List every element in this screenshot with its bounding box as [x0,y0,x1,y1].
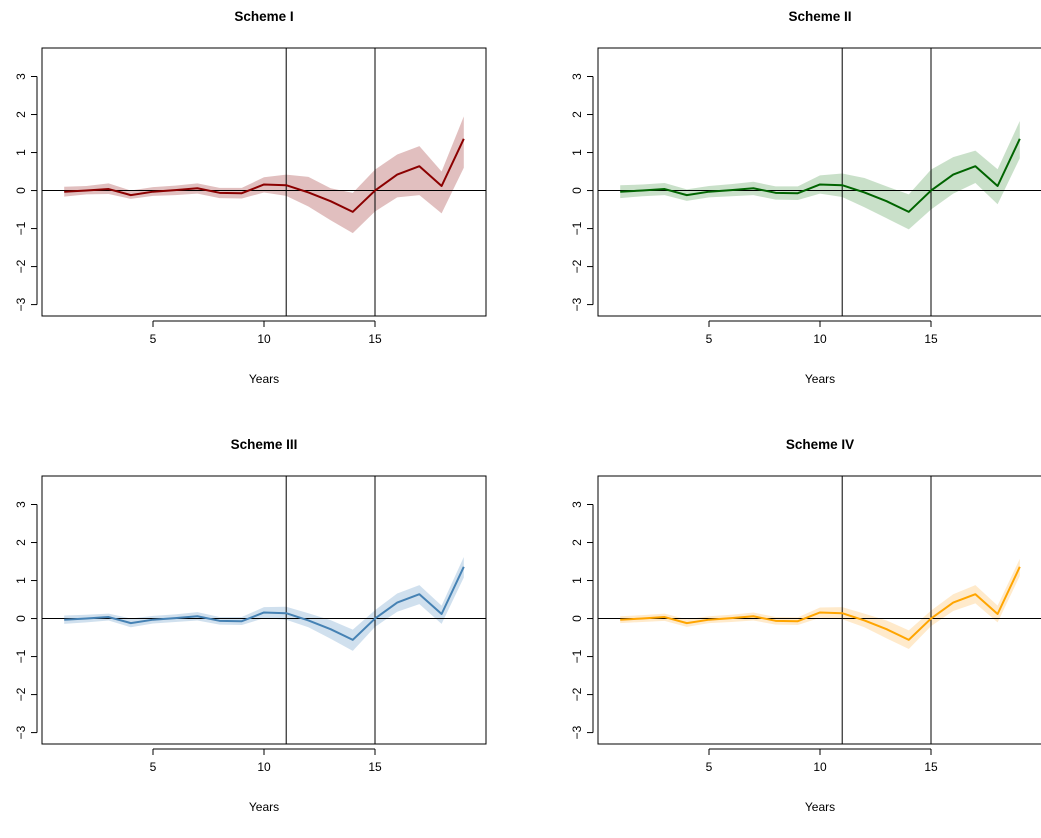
chart-panel-3: Scheme III 5 10 15 −3 −2 −1 0 1 2 3 Years [0,428,520,838]
y-tick-label: −3 [570,725,584,739]
chart-panel-4: Scheme IV 5 10 15 −3 −2 −1 0 1 2 3 Years [556,428,1041,838]
y-tick-label: 3 [570,73,584,80]
y-tick-label: 0 [570,615,584,622]
x-tick-label: 15 [368,332,382,346]
x-tick-label: 15 [924,760,938,774]
y-tick-label: 2 [570,539,584,546]
chart-title: Scheme IV [786,437,854,452]
series-line [620,138,1021,213]
y-tick-label: 3 [14,73,28,80]
x-axis-title: Years [249,372,279,386]
chart-scheme-i: Scheme I 5 10 15 −3 −2 −1 0 1 2 3 Years [14,9,487,386]
chart-title: Scheme II [788,9,851,24]
chart-scheme-ii: Scheme II 5 10 15 −3 −2 −1 0 1 2 3 Years [570,9,1041,386]
y-tick-label: −3 [570,297,584,311]
x-tick-label: 5 [150,332,157,346]
x-tick-label: 10 [257,760,271,774]
chart-scheme-iii: Scheme III 5 10 15 −3 −2 −1 0 1 2 3 Years [14,437,487,814]
x-tick-label: 5 [150,760,157,774]
y-tick-label: −1 [570,221,584,235]
y-tick-label: −3 [14,725,28,739]
chart-panel-1: Scheme I 5 10 15 −3 −2 −1 0 1 2 3 Years [0,0,520,410]
y-tick-label: −1 [14,649,28,663]
x-tick-label: 10 [813,332,827,346]
y-tick-label: 0 [14,187,28,194]
y-tick-label: 1 [14,149,28,156]
x-axis-title: Years [805,800,835,814]
y-tick-label: 2 [14,111,28,118]
y-tick-label: −2 [570,687,584,701]
y-tick-label: −2 [14,259,28,273]
y-tick-label: −2 [14,687,28,701]
y-tick-label: 2 [570,111,584,118]
chart-title: Scheme III [231,437,298,452]
series-line [620,566,1021,641]
y-tick-label: 2 [14,539,28,546]
x-axis-title: Years [249,800,279,814]
x-tick-label: 15 [368,760,382,774]
chart-scheme-iv: Scheme IV 5 10 15 −3 −2 −1 0 1 2 3 Years [570,437,1041,814]
y-tick-label: −1 [14,221,28,235]
plot-frame [597,47,1041,317]
chart-panel-2: Scheme II 5 10 15 −3 −2 −1 0 1 2 3 Years [556,0,1041,410]
plot-frame [41,47,487,317]
series-line [64,138,465,213]
chart-title: Scheme I [234,9,293,24]
y-tick-label: 0 [570,187,584,194]
x-tick-label: 5 [706,332,713,346]
y-tick-label: 1 [570,149,584,156]
x-tick-label: 5 [706,760,713,774]
y-tick-label: 1 [570,577,584,584]
x-tick-label: 15 [924,332,938,346]
plot-frame [597,475,1041,745]
y-tick-label: −2 [570,259,584,273]
y-tick-label: −3 [14,297,28,311]
y-tick-label: −1 [570,649,584,663]
x-tick-label: 10 [257,332,271,346]
confidence-band [620,120,1020,230]
x-tick-label: 10 [813,760,827,774]
y-tick-label: 3 [570,501,584,508]
confidence-band [620,558,1020,649]
y-tick-label: 0 [14,615,28,622]
plot-frame [41,475,487,745]
y-tick-label: 3 [14,501,28,508]
confidence-band [64,556,464,651]
series-line [64,566,465,641]
x-axis-title: Years [805,372,835,386]
y-tick-label: 1 [14,577,28,584]
confidence-band [64,116,464,234]
